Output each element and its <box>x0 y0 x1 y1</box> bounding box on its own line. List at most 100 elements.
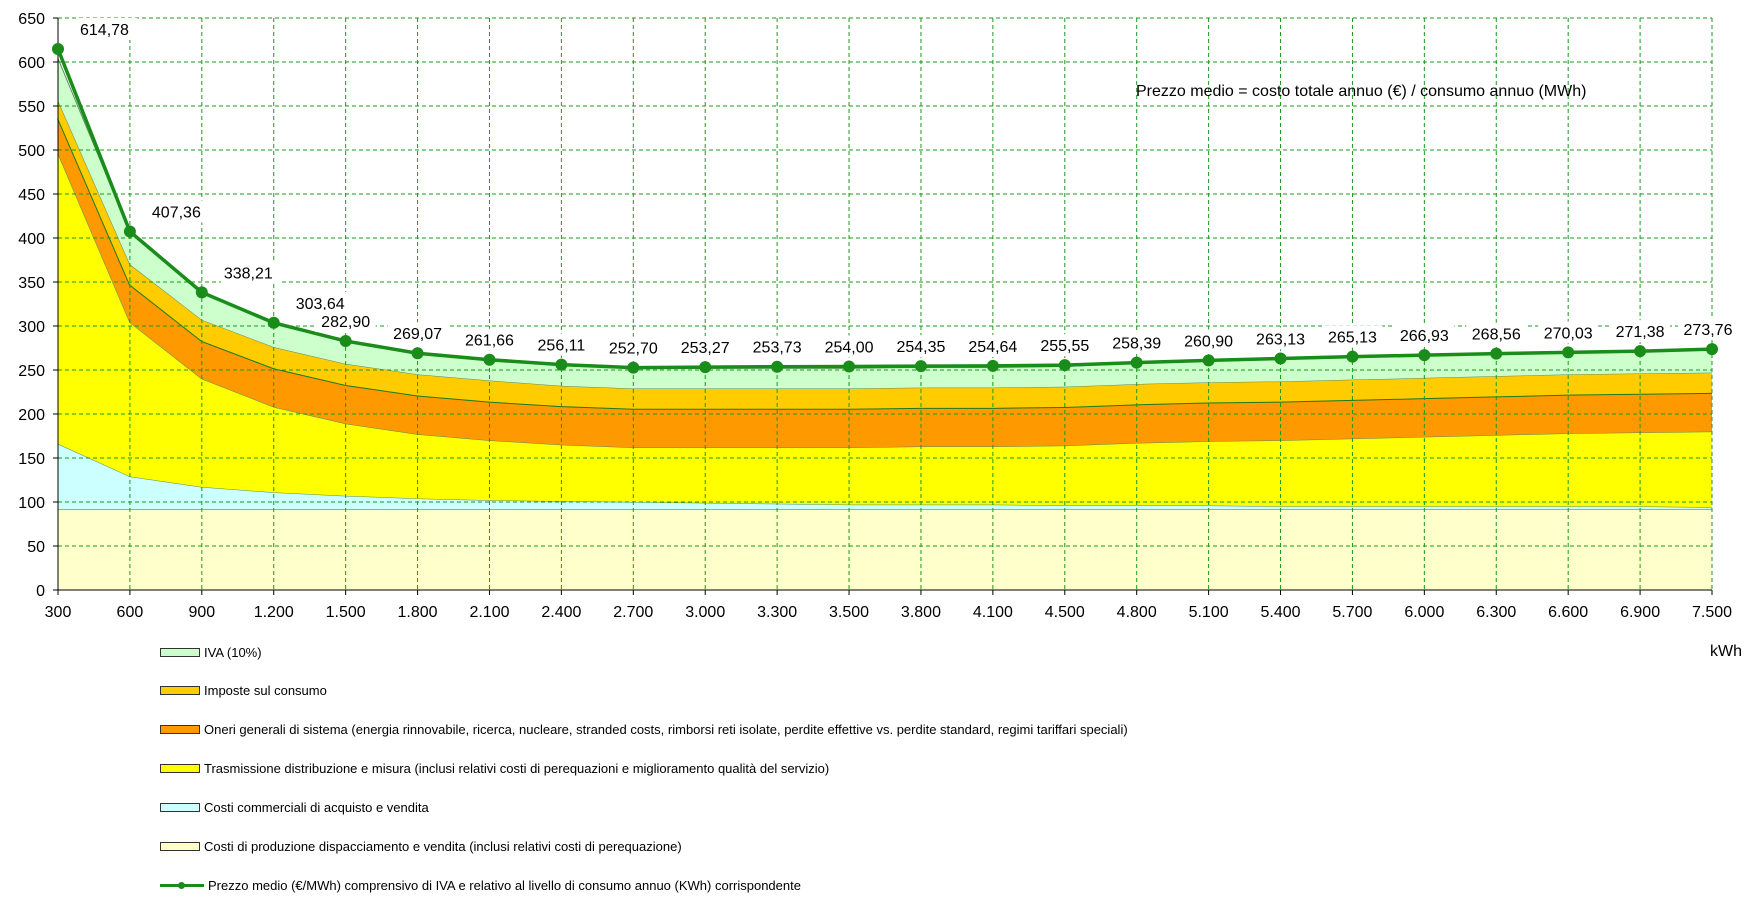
y-tick-label-13: 650 <box>18 11 45 28</box>
area-series-2 <box>58 153 1712 508</box>
price-point-21 <box>1562 346 1575 359</box>
y-tick-label-11: 550 <box>18 99 45 116</box>
price-point-7 <box>555 358 568 371</box>
axes: 0 50 100 150 200 250 300 350 400 450 500 550 600 650 3… <box>18 11 1732 621</box>
area-series-1 <box>58 443 1712 510</box>
data-label-12: 254,35 <box>896 339 945 356</box>
data-label-bg-17 <box>1250 327 1311 350</box>
data-label-17: 263,13 <box>1256 331 1305 348</box>
y-tick-label-3: 150 <box>18 451 45 468</box>
data-label-bg-13 <box>962 334 1023 357</box>
data-label-bg-4 <box>315 310 376 333</box>
legend-item-2: Oneri generali di sistema (energia rinno… <box>160 719 1128 739</box>
legend-label-3: Trasmissione distribuzione e misura (inc… <box>204 760 830 776</box>
legend-swatch-3 <box>160 763 200 773</box>
y-tick-label-5: 250 <box>18 363 45 380</box>
legend-label-4: Costi commerciali di acquisto e vendita <box>204 799 429 815</box>
data-label-bg-23 <box>1678 318 1738 341</box>
price-point-20 <box>1490 347 1503 360</box>
price-line-series <box>52 42 1718 374</box>
data-label-23: 273,76 <box>1684 322 1733 339</box>
x-tick-label-19: 6.000 <box>1404 604 1444 621</box>
data-label-9: 253,27 <box>681 340 730 357</box>
gridlines <box>58 17 1713 590</box>
x-tick-label-8: 2.700 <box>613 604 653 621</box>
y-tick-label-12: 600 <box>18 55 45 72</box>
price-point-14 <box>1058 359 1071 372</box>
y-tick-label-7: 350 <box>18 275 45 292</box>
data-label-18: 265,13 <box>1328 330 1377 347</box>
price-point-8 <box>627 361 640 374</box>
y-tick-label-2: 100 <box>18 495 45 512</box>
data-label-15: 258,39 <box>1112 336 1161 353</box>
data-label-bg-21 <box>1538 321 1599 344</box>
price-point-18 <box>1346 350 1359 363</box>
data-label-20: 268,56 <box>1472 327 1521 344</box>
data-label-bg-0 <box>77 17 137 40</box>
price-point-22 <box>1634 345 1647 358</box>
data-label-bg-19 <box>1394 324 1455 347</box>
legend-item-0: IVA (10%) <box>160 642 262 662</box>
x-tick-label-12: 3.800 <box>901 604 941 621</box>
x-tick-label-2: 900 <box>188 604 215 621</box>
data-label-bg-6 <box>459 328 520 351</box>
y-tick-label-0: 0 <box>36 583 45 600</box>
data-label-1: 407,36 <box>152 205 201 222</box>
data-label-21: 270,03 <box>1544 325 1593 342</box>
x-tick-label-23: 7.500 <box>1692 604 1732 621</box>
legend-item-6: Prezzo medio (€/MWh) comprensivo di IVA … <box>160 875 801 895</box>
data-label-bg-16 <box>1178 329 1239 352</box>
data-label-10: 253,73 <box>753 340 802 357</box>
price-point-16 <box>1202 354 1215 367</box>
legend-swatch-4 <box>160 802 200 812</box>
legend-swatch-5 <box>160 841 200 851</box>
price-point-9 <box>699 361 712 374</box>
y-tick-label-1: 50 <box>27 539 45 556</box>
price-point-19 <box>1418 349 1431 362</box>
data-label-bg-12 <box>890 335 951 358</box>
data-label-7: 256,11 <box>538 338 586 355</box>
area-series-3 <box>58 118 1712 448</box>
price-point-15 <box>1130 356 1143 369</box>
price-point-11 <box>843 360 856 373</box>
price-point-0 <box>52 42 64 55</box>
data-label-8: 252,70 <box>609 341 658 358</box>
data-label-bg-5 <box>387 322 448 345</box>
x-tick-label-5: 1.800 <box>398 604 438 621</box>
legend-item-3: Trasmissione distribuzione e misura (inc… <box>160 758 829 778</box>
price-point-23 <box>1706 343 1718 356</box>
price-point-1 <box>123 225 136 238</box>
price-point-5 <box>411 347 424 360</box>
data-label-bg-9 <box>675 336 736 359</box>
data-label-3: 303,64 <box>296 296 345 313</box>
y-tick-label-8: 400 <box>18 231 45 248</box>
data-label-11: 254,00 <box>825 339 874 356</box>
chart-note: Prezzo medio = costo totale annuo (€) / … <box>1136 83 1586 100</box>
area-series-edge-5 <box>57 58 1713 369</box>
data-label-bg-11 <box>819 335 880 358</box>
data-label-bg-1 <box>148 200 209 223</box>
data-label-0: 614,78 <box>80 22 129 39</box>
data-label-4: 282,90 <box>321 314 370 331</box>
price-point-3 <box>267 316 280 329</box>
data-label-bg-22 <box>1610 320 1671 343</box>
x-tick-label-11: 3.500 <box>829 604 869 621</box>
price-point-13 <box>986 359 999 372</box>
data-label-bg-20 <box>1466 322 1527 345</box>
x-tick-label-17: 5.400 <box>1260 604 1300 621</box>
x-tick-label-1: 600 <box>117 604 144 621</box>
price-point-2 <box>195 286 208 299</box>
data-label-bg-8 <box>603 336 664 359</box>
data-label-bg-18 <box>1322 325 1383 348</box>
legend-label-5: Costi di produzione dispacciamento e ven… <box>204 838 682 854</box>
legend-label-0: IVA (10%) <box>204 644 262 660</box>
x-tick-label-21: 6.600 <box>1548 604 1588 621</box>
legend-line-swatch <box>160 881 204 890</box>
legend-swatch-2 <box>160 724 200 734</box>
x-tick-label-0: 300 <box>45 604 72 621</box>
stacked-areas <box>57 58 1713 590</box>
data-label-bg-10 <box>747 335 808 358</box>
data-label-16: 260,90 <box>1184 333 1233 350</box>
x-tick-label-6: 2.100 <box>469 604 509 621</box>
